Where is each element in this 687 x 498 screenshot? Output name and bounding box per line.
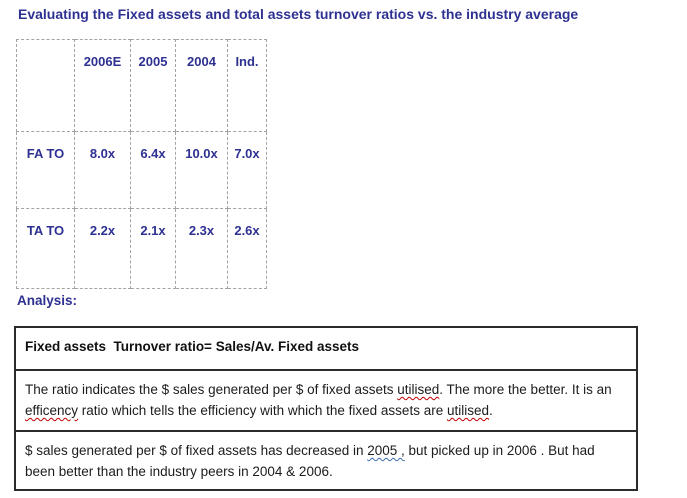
table-corner-cell — [16, 39, 75, 132]
spell-marked-text: utilised — [446, 403, 489, 418]
table-cell: 8.0x — [74, 131, 131, 209]
spell-marked-text: utilised — [397, 382, 440, 397]
table-cell: 10.0x — [175, 131, 228, 209]
analysis-label: Analysis: — [17, 293, 78, 308]
table-cell: 6.4x — [130, 131, 176, 209]
spell-marked-text: efficency — [25, 403, 79, 418]
table-header-2006e: 2006E — [74, 39, 131, 132]
table-header-row: 2006E 2005 2004 Ind. — [16, 39, 267, 132]
grammar-marked-text: 2005 , — [367, 443, 405, 458]
table-cell: 2.2x — [74, 208, 131, 289]
text-segment: but picked up in 2006 . But had been bet… — [25, 443, 595, 479]
page-title: Evaluating the Fixed assets and total as… — [18, 6, 579, 22]
text-segment: $ sales generated per $ of fixed assets … — [25, 443, 368, 458]
table-cell: 2.1x — [130, 208, 176, 289]
table-cell: 7.0x — [227, 131, 267, 209]
analysis-paragraph-ratio-explanation: The ratio indicates the $ sales generate… — [16, 369, 636, 430]
text-segment: . The more the better. It is an — [439, 382, 612, 397]
table-cell: 2.6x — [227, 208, 267, 289]
text-segment: The ratio indicates the $ sales generate… — [25, 382, 398, 397]
table-row-ta-to: TA TO 2.2x 2.1x 2.3x 2.6x — [16, 208, 267, 289]
row-label-fa-to: FA TO — [16, 131, 75, 209]
analysis-box: Fixed assets Turnover ratio= Sales/Av. F… — [14, 326, 638, 491]
analysis-paragraph-trend-comment: $ sales generated per $ of fixed assets … — [16, 430, 636, 489]
analysis-box-heading: Fixed assets Turnover ratio= Sales/Av. F… — [25, 339, 360, 354]
table-cell: 2.3x — [175, 208, 228, 289]
table-header-2005: 2005 — [130, 39, 176, 132]
ratios-table: 2006E 2005 2004 Ind. FA TO 8.0x 6.4x 10.… — [16, 39, 267, 289]
table-header-ind: Ind. — [227, 39, 267, 132]
text-segment: ratio which tells the efficiency with wh… — [78, 403, 447, 418]
table-row-fa-to: FA TO 8.0x 6.4x 10.0x 7.0x — [16, 131, 267, 209]
table-header-2004: 2004 — [175, 39, 228, 132]
row-label-ta-to: TA TO — [16, 208, 75, 289]
text-segment: . — [489, 403, 493, 418]
